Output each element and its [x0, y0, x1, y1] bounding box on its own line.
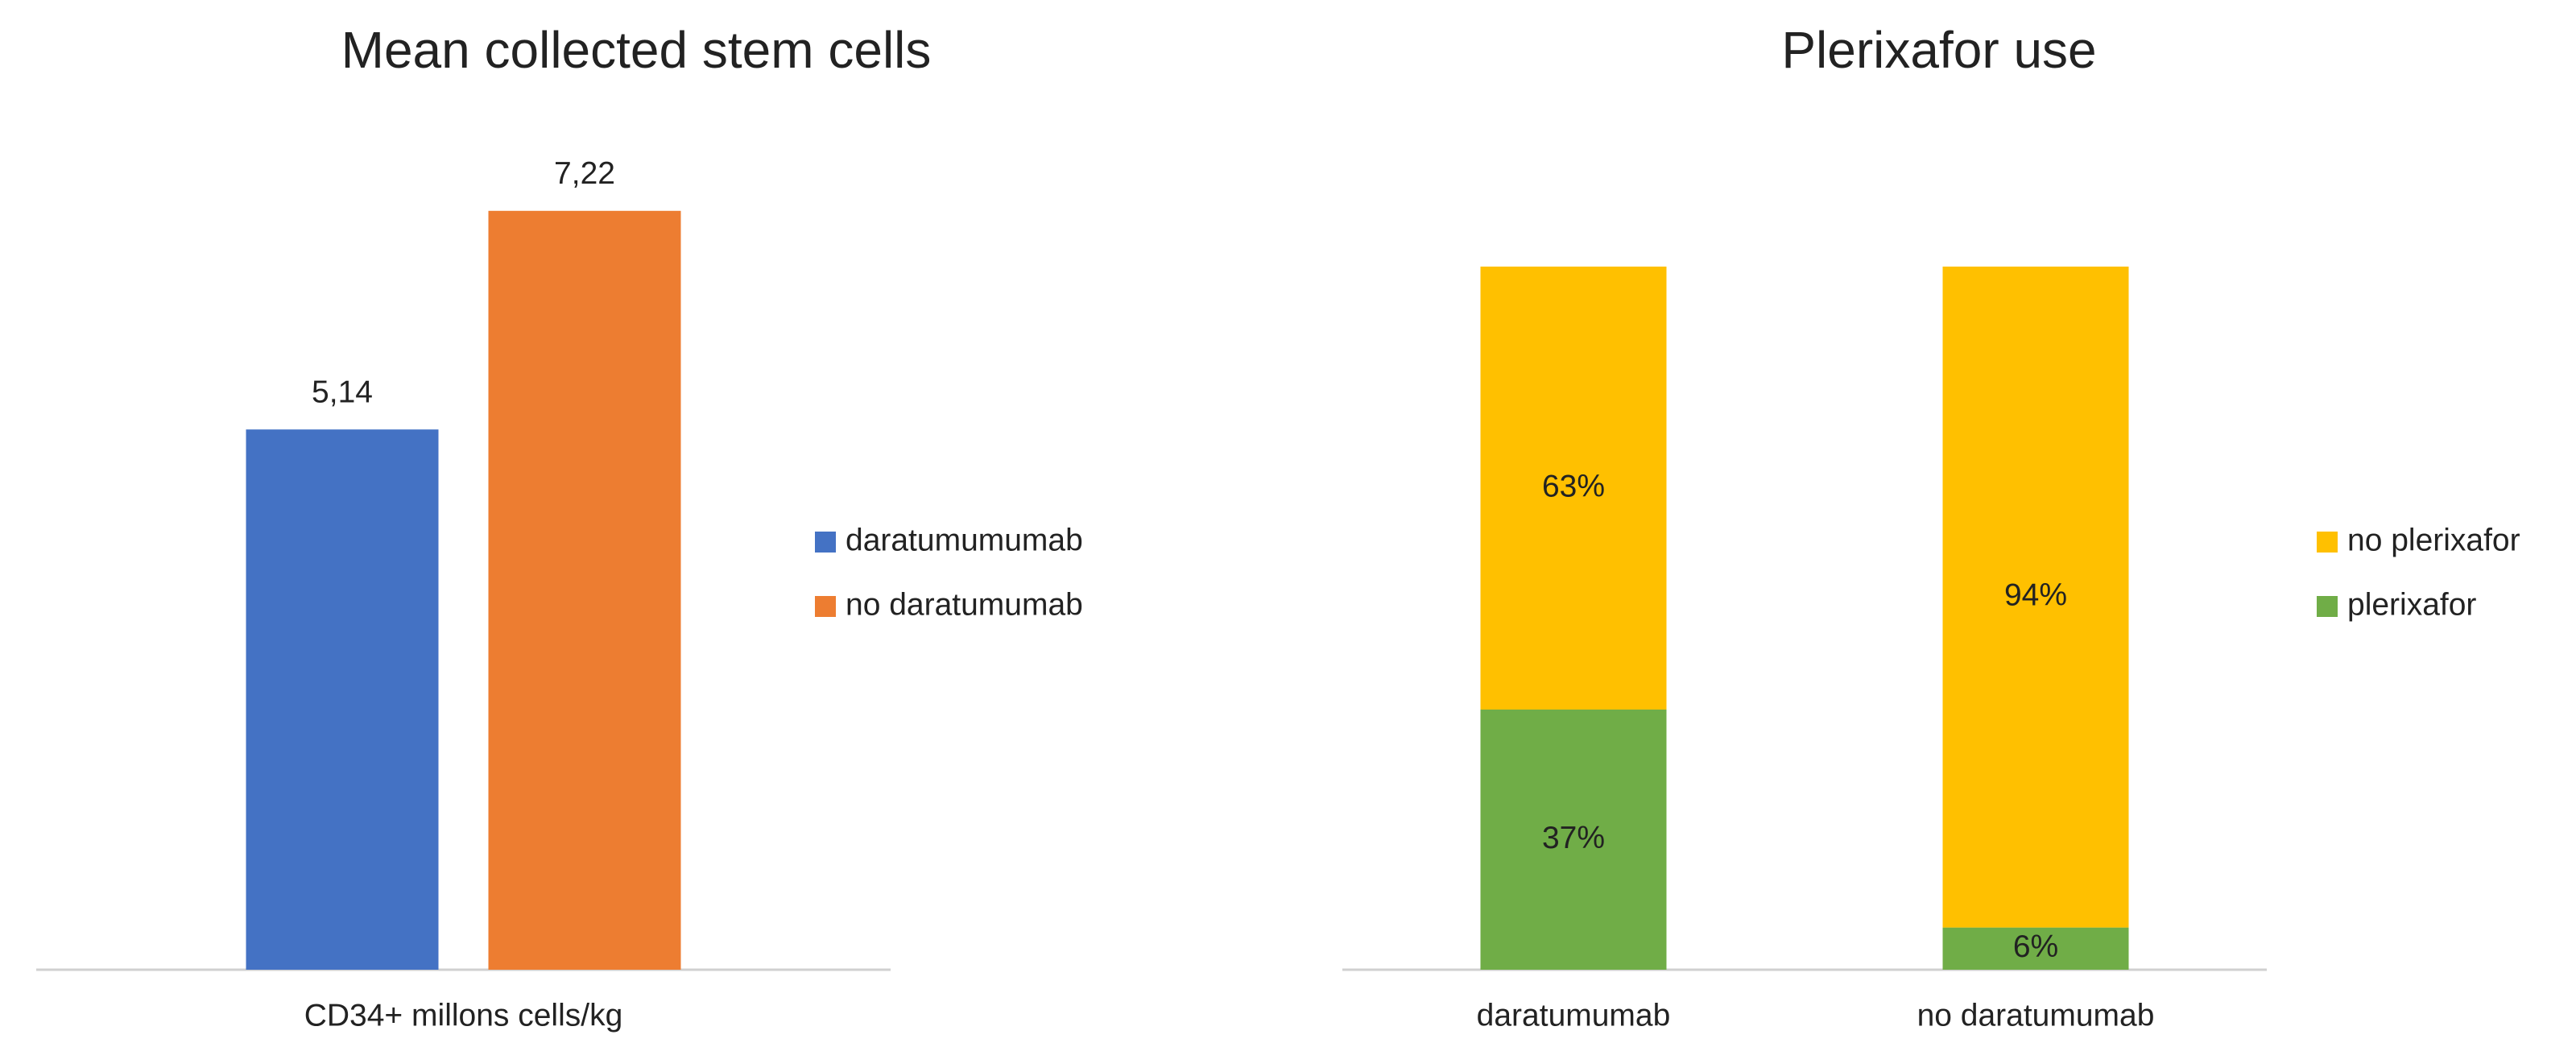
value-label: 63%	[1542, 469, 1605, 503]
chart-title: Plerixafor use	[1781, 21, 2096, 79]
value-label: 5,14	[312, 375, 373, 410]
x-tick-label: no daratumumab	[1917, 998, 2155, 1033]
chart-title: Mean collected stem cells	[341, 21, 932, 79]
bar-segment	[1942, 267, 2129, 928]
bar-segment	[1480, 267, 1667, 710]
legend-swatch	[2317, 532, 2338, 553]
legend-label: no plerixafor	[2347, 523, 2520, 557]
x-tick-label: daratumumab	[1477, 998, 1671, 1033]
legend-swatch	[815, 532, 836, 553]
legend-swatch	[2317, 596, 2338, 617]
value-label: 6%	[2013, 929, 2058, 964]
x-tick-label: CD34+ millons cells/kg	[304, 998, 623, 1033]
bar-segment	[1480, 709, 1667, 970]
value-label: 37%	[1542, 821, 1605, 855]
bar	[246, 429, 439, 970]
value-label: 94%	[2004, 578, 2067, 613]
legend-label: plerixafor	[2347, 587, 2476, 622]
bar-segment	[1942, 927, 2129, 970]
value-label: 7,22	[554, 156, 615, 191]
bar	[488, 210, 681, 970]
legend-label: daratumumumab	[846, 523, 1083, 557]
legend-swatch	[815, 596, 836, 617]
legend-label: no daratumumab	[846, 587, 1083, 622]
